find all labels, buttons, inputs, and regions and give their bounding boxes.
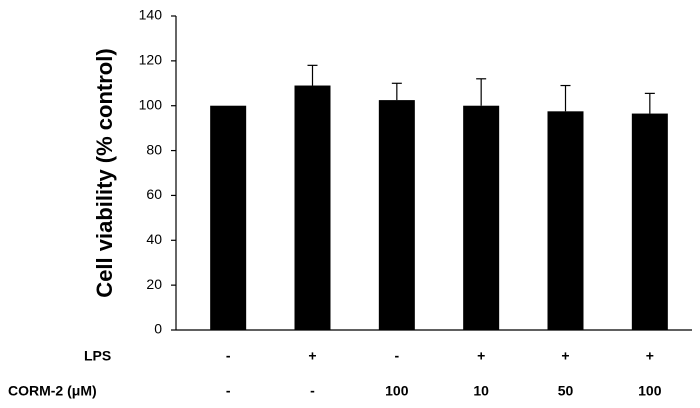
row-label: CORM-2 (μM) [8, 383, 97, 399]
bar [210, 105, 247, 330]
y-axis-title: Cell viability (% control) [92, 48, 117, 297]
category-label: 10 [473, 383, 489, 399]
bar [547, 111, 584, 330]
y-tick-label: 120 [139, 52, 163, 68]
bar [631, 113, 668, 330]
category-label: + [308, 348, 316, 364]
y-tick-label: 40 [146, 231, 162, 247]
bar [463, 105, 500, 330]
category-label: 100 [385, 383, 409, 399]
category-label: - [310, 383, 315, 399]
y-tick-label: 60 [146, 186, 162, 202]
category-label: - [394, 348, 399, 364]
row-label: LPS [84, 348, 111, 364]
category-label: - [226, 348, 231, 364]
category-label: 100 [638, 383, 662, 399]
y-tick-label: 20 [146, 276, 162, 292]
bar [294, 85, 331, 331]
category-label: + [646, 348, 654, 364]
category-label: 50 [558, 383, 574, 399]
y-tick-label: 100 [139, 96, 163, 112]
category-label: - [226, 383, 231, 399]
y-tick-label: 0 [154, 321, 162, 337]
y-tick-label: 140 [139, 7, 163, 23]
category-label: + [477, 348, 485, 364]
y-tick-label: 80 [146, 141, 162, 157]
bar [378, 100, 415, 330]
category-label: + [561, 348, 569, 364]
